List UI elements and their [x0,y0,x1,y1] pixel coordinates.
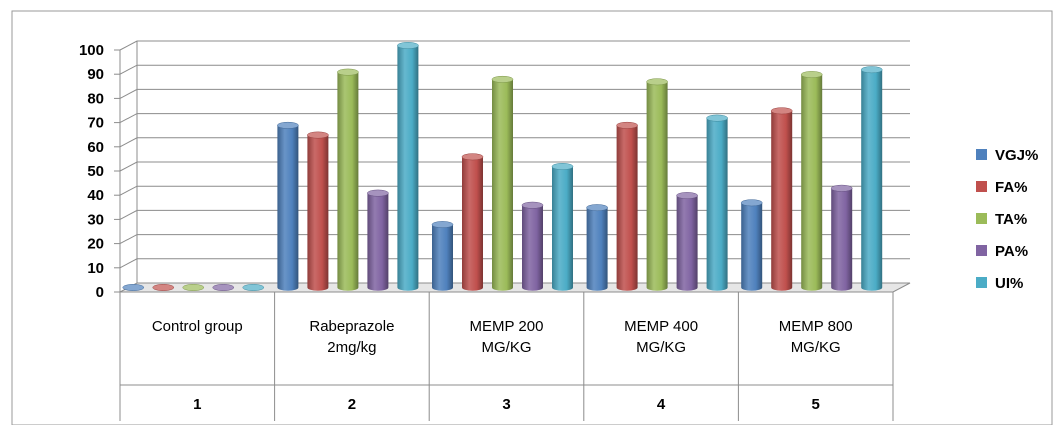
x-category-label: MG/KG [636,339,686,356]
bar-vgj-5 [740,199,763,291]
gridline [119,40,910,51]
y-tick-label: 90 [87,66,104,83]
x-category-label: Rabeprazole [309,318,394,335]
legend-swatch [976,149,987,160]
legend-swatch [976,245,987,256]
bar-ui-3 [551,163,574,291]
y-tick-label: 50 [87,163,104,180]
bar-ui-1 [242,284,265,291]
x-category-number: 5 [812,396,820,413]
x-category-number: 3 [502,396,510,413]
bar-ta-3 [491,75,514,291]
legend-label: PA% [995,243,1028,260]
x-category-number: 4 [657,396,666,413]
bar-vgj-1 [122,284,145,291]
legend-label: VGJ% [995,147,1038,164]
y-tick-label: 60 [87,139,104,156]
legend-item-vgj: VGJ% [976,147,1038,164]
x-category-label: MEMP 200 [470,318,544,335]
y-tick-label: 80 [87,90,104,107]
y-tick-label: 0 [96,284,104,301]
y-axis: 0 10 20 30 40 50 60 70 80 90 100 [79,42,121,301]
bar-fa-4 [616,121,638,291]
category-table: Control group 1 Rabeprazole 2mg/kg 2 MEMP 200… [119,292,894,421]
x-category-number: 2 [348,396,356,413]
gridline [119,64,910,75]
x-category-number: 1 [193,396,201,413]
bar-fa-2 [307,131,329,291]
bar-pa-1 [212,284,235,291]
bar-pa-3 [521,201,544,291]
bar-ui-2 [397,42,419,291]
y-tick-label: 20 [87,236,104,253]
bar-ta-5 [800,71,823,291]
bar-ta-4 [646,78,668,291]
legend-item-ta: TA% [976,211,1027,228]
bar-pa-4 [676,192,698,291]
bar-fa-3 [461,153,484,291]
bars [122,42,883,291]
x-category-label: MG/KG [481,339,531,356]
bar-fa-5 [770,107,793,291]
x-category-label: Control group [152,318,243,335]
x-category-label: MEMP 800 [779,318,853,335]
legend-label: UI% [995,275,1023,292]
y-tick-label: 70 [87,115,104,132]
legend-item-pa: PA% [976,243,1028,260]
bar-ta-1 [182,284,205,291]
legend-swatch [976,181,987,192]
bar-fa-1 [152,284,175,291]
bar-ui-4 [706,114,728,291]
bar-ta-2 [337,68,359,291]
bar-vgj-3 [431,221,454,291]
y-tick-label: 40 [87,187,104,204]
legend-label: TA% [995,211,1027,228]
legend-swatch [976,277,987,288]
bar-pa-2 [367,189,389,291]
legend: VGJ% FA% TA% PA% UI% [976,147,1038,292]
bar-vgj-2 [277,121,299,291]
legend-item-fa: FA% [976,179,1028,196]
y-tick-label: 30 [87,211,104,228]
y-tick-label: 100 [79,42,104,59]
bar-pa-5 [830,184,853,291]
y-tick-label: 10 [87,260,104,277]
x-category-label: 2mg/kg [327,339,376,356]
legend-item-ui: UI% [976,275,1023,292]
legend-label: FA% [995,179,1028,196]
bar-vgj-4 [586,204,608,291]
x-category-label: MEMP 400 [624,318,698,335]
x-category-label: MG/KG [791,339,841,356]
legend-swatch [976,213,987,224]
bar-ui-5 [860,66,883,291]
